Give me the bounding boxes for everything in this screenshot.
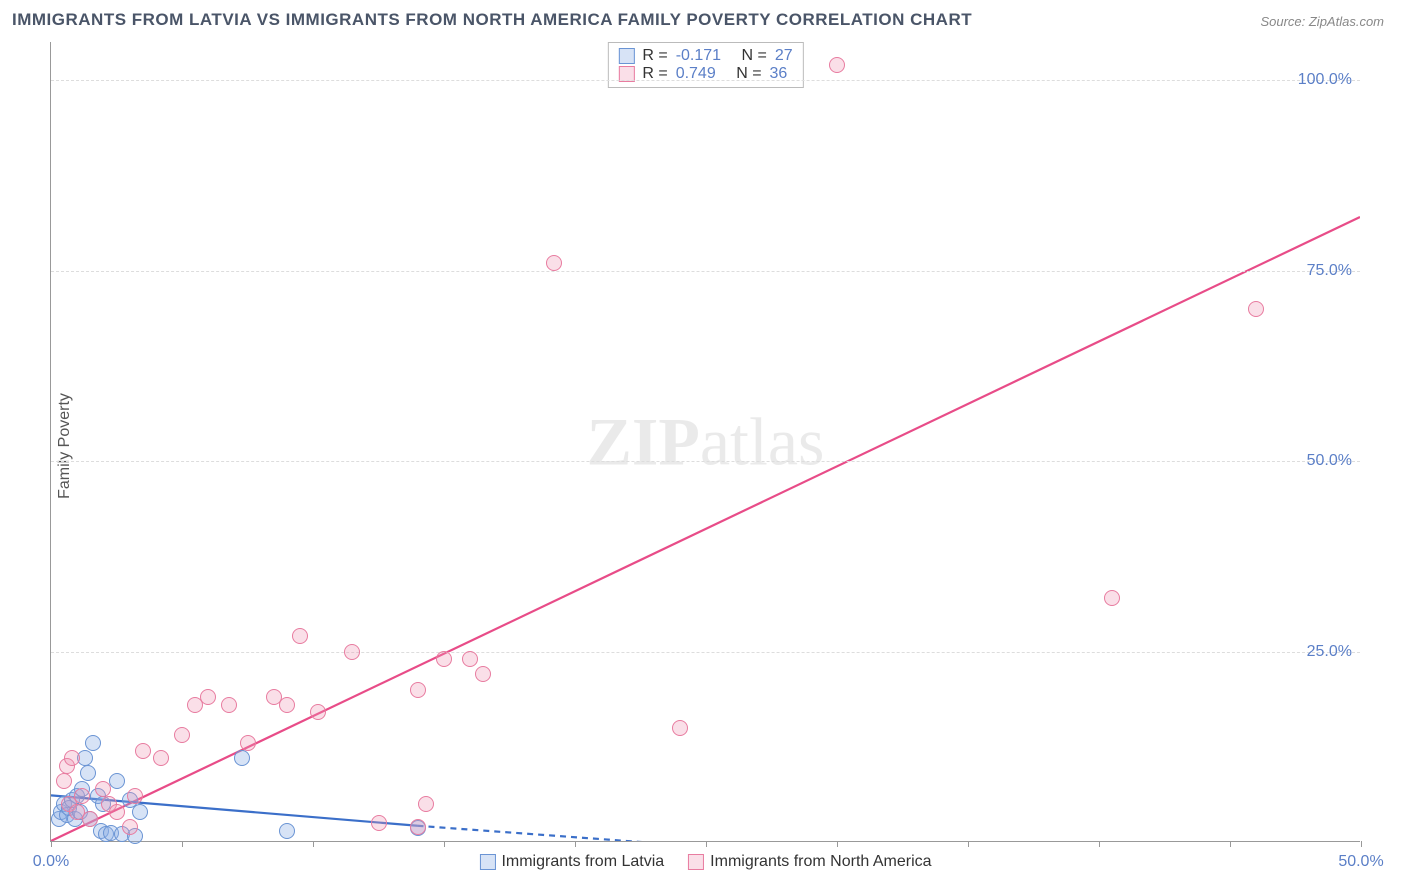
legend-label-latvia: Immigrants from Latvia: [501, 853, 664, 871]
point-north-america: [135, 743, 151, 759]
point-north-america: [418, 796, 434, 812]
point-latvia: [80, 765, 96, 781]
point-north-america: [153, 750, 169, 766]
gridline-h: [51, 652, 1360, 653]
point-north-america: [475, 666, 491, 682]
stats-row-latvia: R = -0.171 N = 27: [618, 47, 792, 65]
x-tick: [51, 841, 52, 847]
point-north-america: [127, 788, 143, 804]
gridline-h: [51, 461, 1360, 462]
point-north-america: [82, 811, 98, 827]
point-north-america: [95, 781, 111, 797]
bottom-legend: Immigrants from Latvia Immigrants from N…: [479, 853, 931, 871]
plot-area: ZIPatlas R = -0.171 N = 27 R = 0.749 N =…: [50, 42, 1360, 842]
x-tick-label: 0.0%: [33, 853, 69, 871]
y-tick-label: 100.0%: [1298, 71, 1352, 89]
x-tick: [1099, 841, 1100, 847]
point-north-america: [64, 750, 80, 766]
point-latvia: [132, 804, 148, 820]
gridline-h: [51, 271, 1360, 272]
point-north-america: [74, 788, 90, 804]
x-tick: [1361, 841, 1362, 847]
point-latvia: [85, 735, 101, 751]
swatch-latvia: [618, 48, 634, 64]
point-north-america: [56, 773, 72, 789]
x-tick: [182, 841, 183, 847]
point-north-america: [1104, 590, 1120, 606]
point-north-america: [410, 682, 426, 698]
gridline-h: [51, 80, 1360, 81]
point-north-america: [279, 697, 295, 713]
x-tick: [1230, 841, 1231, 847]
point-north-america: [829, 57, 845, 73]
point-north-america: [240, 735, 256, 751]
point-north-america: [200, 689, 216, 705]
point-north-america: [436, 651, 452, 667]
point-north-america: [310, 704, 326, 720]
legend-label-north-america: Immigrants from North America: [710, 853, 931, 871]
x-tick: [313, 841, 314, 847]
point-north-america: [292, 628, 308, 644]
point-north-america: [221, 697, 237, 713]
point-latvia: [234, 750, 250, 766]
point-north-america: [546, 255, 562, 271]
x-tick: [444, 841, 445, 847]
legend-swatch-north-america: [688, 854, 704, 870]
point-north-america: [1248, 301, 1264, 317]
chart-title: IMMIGRANTS FROM LATVIA VS IMMIGRANTS FRO…: [12, 10, 972, 30]
source-attribution: Source: ZipAtlas.com: [1260, 14, 1384, 29]
y-tick-label: 25.0%: [1307, 643, 1352, 661]
point-north-america: [462, 651, 478, 667]
x-tick: [837, 841, 838, 847]
watermark: ZIPatlas: [587, 402, 825, 481]
point-latvia: [279, 823, 295, 839]
x-tick-label: 50.0%: [1338, 853, 1383, 871]
point-north-america: [122, 819, 138, 835]
correlation-stats-box: R = -0.171 N = 27 R = 0.749 N = 36: [607, 42, 803, 88]
legend-item-north-america: Immigrants from North America: [688, 853, 931, 871]
x-tick: [575, 841, 576, 847]
point-north-america: [109, 804, 125, 820]
y-tick-label: 50.0%: [1307, 452, 1352, 470]
y-tick-label: 75.0%: [1307, 262, 1352, 280]
point-north-america: [174, 727, 190, 743]
point-north-america: [371, 815, 387, 831]
point-north-america: [344, 644, 360, 660]
legend-item-latvia: Immigrants from Latvia: [479, 853, 664, 871]
point-north-america: [410, 819, 426, 835]
point-north-america: [672, 720, 688, 736]
x-tick: [968, 841, 969, 847]
legend-swatch-latvia: [479, 854, 495, 870]
trend-lines-layer: [51, 42, 1360, 841]
x-tick: [706, 841, 707, 847]
